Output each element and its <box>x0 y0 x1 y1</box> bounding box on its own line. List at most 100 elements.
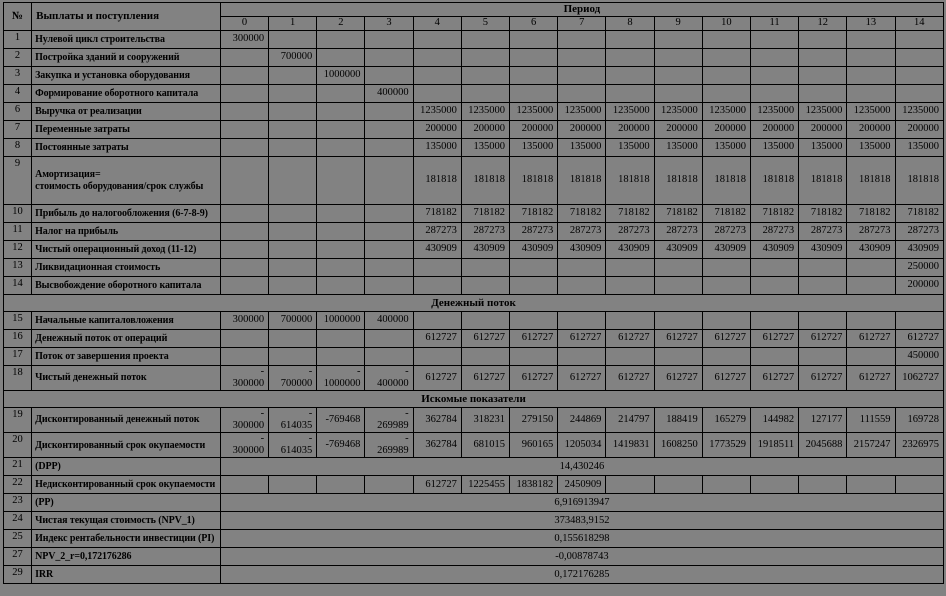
table-cell: 362784 <box>412 407 462 434</box>
table-cell: - 400000 <box>364 364 414 392</box>
table-cell <box>508 48 559 67</box>
table-cell <box>316 204 366 223</box>
table-cell: 181818 <box>557 156 607 205</box>
table-cell <box>749 347 800 366</box>
table-cell <box>460 48 511 67</box>
table-cell <box>364 102 414 121</box>
table-cell <box>364 120 414 139</box>
table-cell <box>268 240 318 259</box>
row-label: Нулевой цикл строительства <box>31 30 221 49</box>
table-row: 10 Прибыль до налогообложения (6-7-8-9) 71… <box>2 204 944 223</box>
table-cell: 430909 <box>798 240 848 259</box>
table-cell: 718182 <box>557 204 607 223</box>
table-cell: 450000 <box>894 347 944 366</box>
table-cell <box>846 311 896 330</box>
period-col-header: 13 <box>846 16 896 31</box>
table-cell <box>749 48 800 67</box>
row-label: Ликвидационная стоимость <box>31 258 221 277</box>
table-cell <box>268 276 318 295</box>
table-cell <box>846 84 896 103</box>
table-cell: 430909 <box>508 240 559 259</box>
period-col-header: 14 <box>894 16 944 31</box>
table-cell: 181818 <box>412 156 462 205</box>
table-cell <box>508 66 559 85</box>
table-cell: -769468 <box>316 407 366 434</box>
period-col-header: 2 <box>316 16 366 31</box>
table-cell: 718182 <box>412 204 462 223</box>
table-cell <box>316 240 366 259</box>
table-cell <box>798 475 848 495</box>
table-cell: 700000 <box>268 311 318 330</box>
table-cell <box>364 258 414 277</box>
table-cell <box>701 84 751 103</box>
table-cell <box>653 311 703 330</box>
table-cell <box>219 240 270 259</box>
table-cell: 2045688 <box>798 432 848 459</box>
table-cell: 612727 <box>412 329 462 348</box>
table-cell <box>508 84 559 103</box>
table-cell <box>316 138 366 157</box>
table-cell: 430909 <box>557 240 607 259</box>
row-number: 18 <box>2 364 33 392</box>
table-cell: 135000 <box>749 138 800 157</box>
table-cell <box>364 30 414 49</box>
table-cell: 135000 <box>894 138 944 157</box>
table-cell <box>219 276 270 295</box>
table-cell <box>268 475 318 495</box>
table-cell: 1235000 <box>460 102 511 121</box>
table-row: 14 Высвобождение оборотного капитала 20000… <box>2 276 944 295</box>
table-cell <box>701 311 751 330</box>
row-number: 2 <box>2 48 33 67</box>
table-cell: 135000 <box>798 138 848 157</box>
row-number: 15 <box>2 311 33 330</box>
table-cell <box>701 347 751 366</box>
table-cell <box>460 258 511 277</box>
table-cell <box>508 276 559 295</box>
table-cell: 287273 <box>701 222 751 241</box>
row-label: Недисконтированный срок окупаемости <box>31 475 221 495</box>
table-row: 25 Индекс рентабельности инвестиции (PI) 0… <box>2 529 945 549</box>
row-label: Переменные затраты <box>31 120 221 139</box>
table-row: 3 Закупка и установка оборудования 1000000 <box>2 66 944 85</box>
table-cell: 200000 <box>653 120 703 139</box>
table-cell: 287273 <box>557 222 607 241</box>
table-cell: 287273 <box>605 222 655 241</box>
table-cell <box>798 347 848 366</box>
table-cell: 127177 <box>798 407 848 434</box>
table-cell <box>749 276 800 295</box>
table-cell: 181818 <box>894 156 944 205</box>
table-row: 23 (PP) 6,916913947 <box>2 493 945 513</box>
table-cell <box>846 30 896 49</box>
table-cell <box>268 66 318 85</box>
table-cell: 1608250 <box>653 432 703 459</box>
row-label: Формирование оборотного капитала <box>31 84 221 103</box>
table-cell: 135000 <box>653 138 703 157</box>
table-cell <box>508 30 559 49</box>
table-cell: 1225455 <box>460 475 511 495</box>
table-cell <box>219 84 270 103</box>
table-cell <box>653 347 703 366</box>
table-cell <box>316 329 366 348</box>
table-cell: - 300000 <box>219 364 270 392</box>
table-cell: 612727 <box>508 364 559 392</box>
table-cell: 612727 <box>605 364 655 392</box>
table-cell <box>605 258 655 277</box>
table-cell <box>268 222 318 241</box>
table-row: 13 Ликвидационная стоимость 250000 <box>2 258 944 277</box>
table-row: 17 Поток от завершения проекта 450000 <box>2 347 944 366</box>
table-cell <box>508 258 559 277</box>
table-cell <box>557 347 607 366</box>
row-number: 13 <box>2 258 33 277</box>
table-cell: 612727 <box>798 364 848 392</box>
table-cell <box>316 276 366 295</box>
table-cell <box>268 347 318 366</box>
table-row: 8 Постоянные затраты 135000 135000 135000 135… <box>2 138 944 157</box>
table-cell: - 1000000 <box>316 364 366 392</box>
table-cell <box>364 475 414 495</box>
table-cell <box>798 84 848 103</box>
row-number: 4 <box>2 84 33 103</box>
row-label: IRR <box>31 565 221 585</box>
table-cell: 2157247 <box>846 432 896 459</box>
row-number: 1 <box>2 30 33 49</box>
